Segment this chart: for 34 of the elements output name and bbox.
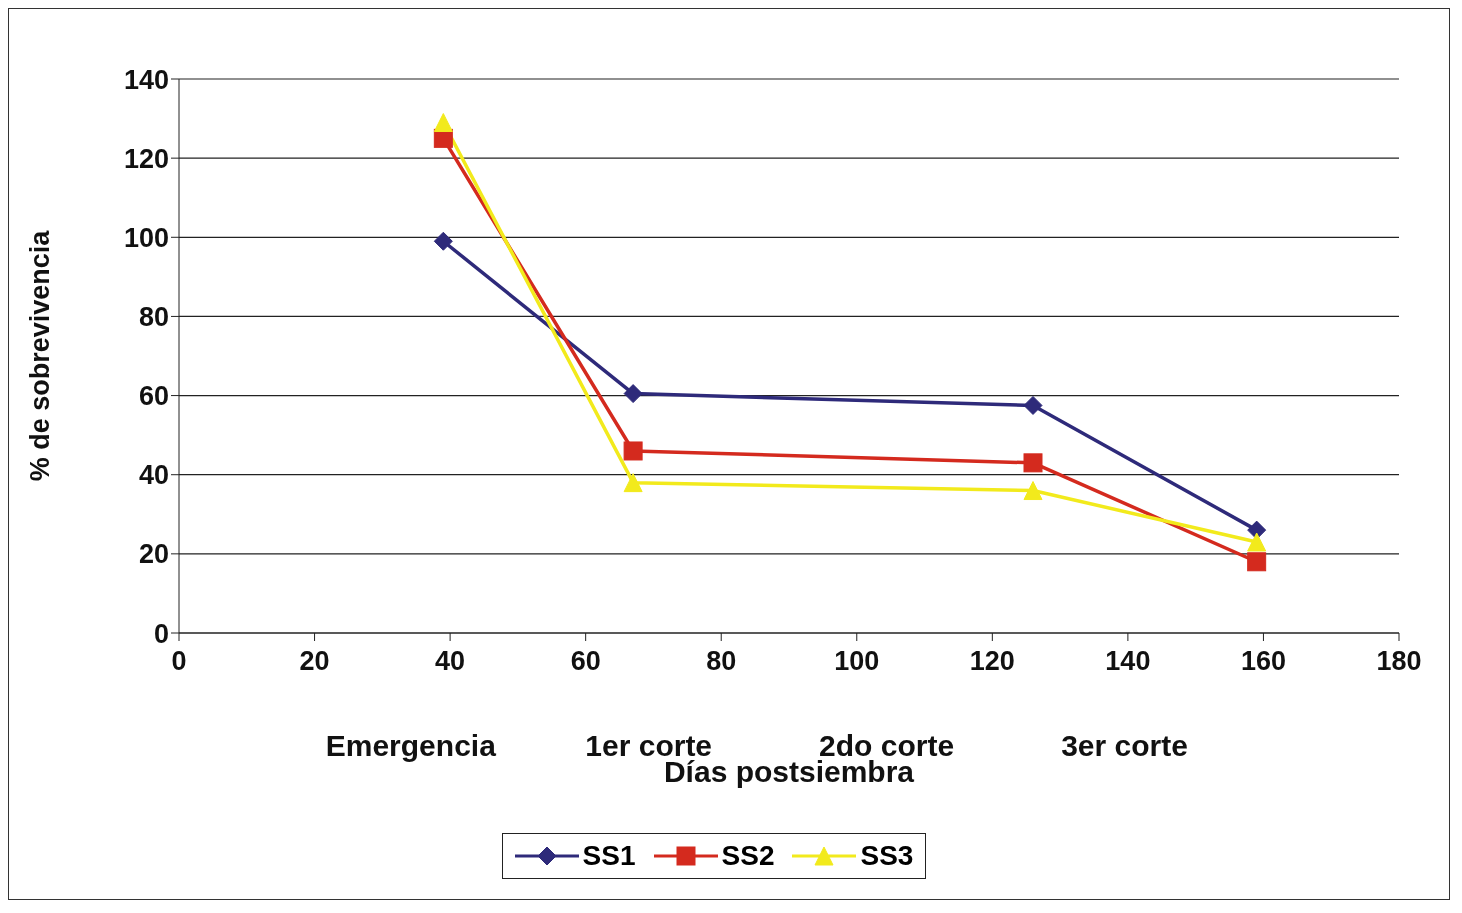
y-tick-label: 60	[138, 381, 169, 412]
point	[1247, 532, 1267, 552]
point	[1247, 552, 1267, 572]
point	[433, 231, 453, 251]
y-tick-label: 80	[138, 302, 169, 333]
x-tick-label: 180	[1376, 646, 1422, 677]
x-tick-label: 40	[435, 646, 466, 677]
x-tick-label: 80	[706, 646, 737, 677]
x-tick-label: 100	[834, 646, 880, 677]
y-tick-label: 40	[138, 460, 169, 491]
x-tick-label: 60	[570, 646, 601, 677]
text: 3er corte	[1061, 729, 1188, 763]
point	[1023, 481, 1043, 501]
y-tick-label: 20	[138, 539, 169, 570]
point	[623, 441, 643, 461]
y-axis-title: % de sobrevivencia	[24, 229, 55, 482]
legend-label: SS2	[721, 840, 775, 872]
y-tick-label: 120	[123, 143, 169, 174]
point	[623, 384, 643, 404]
y-tick-label: 0	[153, 618, 169, 649]
x-tick-label: 160	[1240, 646, 1286, 677]
legend-label: SS1	[582, 840, 636, 872]
point	[1023, 453, 1043, 473]
y-tick-label: 140	[123, 64, 169, 95]
text: Emergencia	[325, 729, 496, 763]
x-tick-label: 120	[969, 646, 1015, 677]
legend-label: SS3	[860, 840, 914, 872]
point	[623, 473, 643, 493]
x-tick-label: 20	[299, 646, 330, 677]
point	[433, 113, 453, 133]
y-tick-label: 100	[123, 222, 169, 253]
point	[1023, 395, 1043, 415]
x-axis-title: Días postsiembra	[663, 755, 915, 789]
x-tick-label: 140	[1105, 646, 1151, 677]
